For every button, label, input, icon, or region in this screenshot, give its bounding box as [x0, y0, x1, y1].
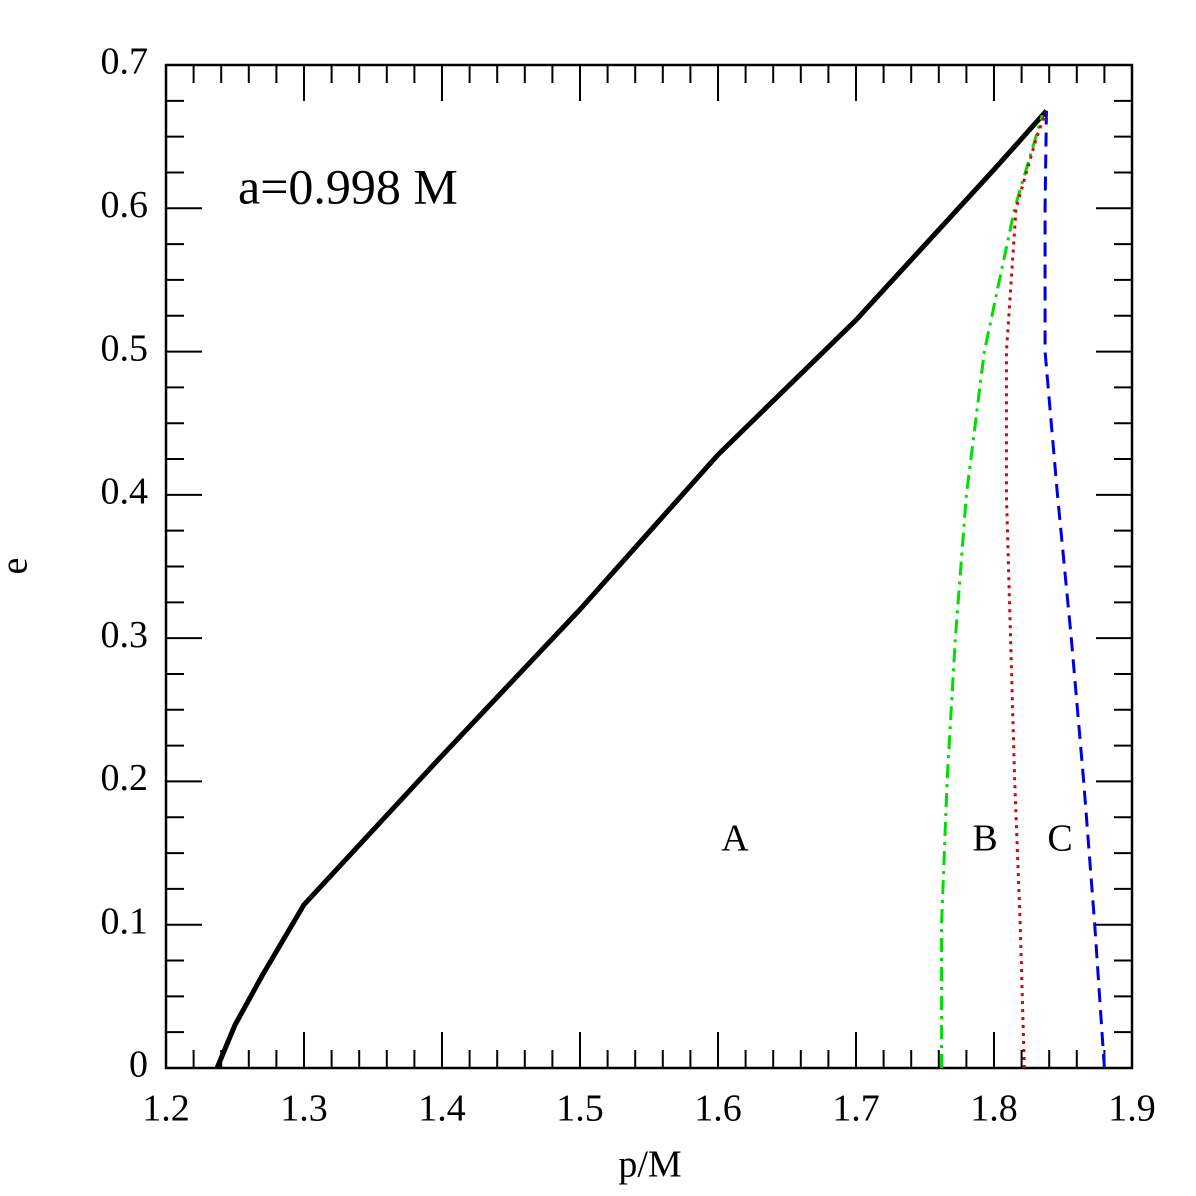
series-line: [940, 114, 1044, 1068]
y-tick-label: 0.3: [101, 614, 149, 656]
y-axis-label: e: [0, 558, 36, 575]
x-tick-label: 1.6: [694, 1088, 742, 1130]
annotation: A: [721, 818, 749, 860]
x-tick-label: 1.5: [556, 1088, 604, 1130]
annotation: C: [1047, 818, 1072, 860]
y-tick-label: 0.2: [101, 757, 149, 799]
plot-frame: [164, 63, 1134, 1070]
y-tick-label: 0.5: [101, 327, 149, 369]
x-tick-label: 1.9: [1108, 1088, 1156, 1130]
y-tick-label: 0.7: [101, 41, 149, 83]
x-tick-label: 1.7: [832, 1088, 880, 1130]
y-tick-label: 0: [129, 1044, 148, 1086]
series-line: [1004, 110, 1048, 1069]
x-tick-label: 1.4: [418, 1088, 466, 1130]
annotation: B: [972, 818, 997, 860]
x-tick-label: 1.8: [970, 1088, 1018, 1130]
series-line: [214, 109, 1049, 1069]
x-tick-label: 1.3: [280, 1088, 328, 1130]
annotation: a=0.998 M: [238, 158, 458, 214]
y-tick-label: 0.4: [101, 471, 149, 513]
y-tick-label: 0.1: [101, 900, 149, 942]
x-tick-label: 1.2: [142, 1088, 190, 1130]
x-axis-label: p/M: [618, 1144, 681, 1186]
y-tick-label: 0.6: [101, 184, 149, 226]
series-line: [1043, 110, 1106, 1069]
